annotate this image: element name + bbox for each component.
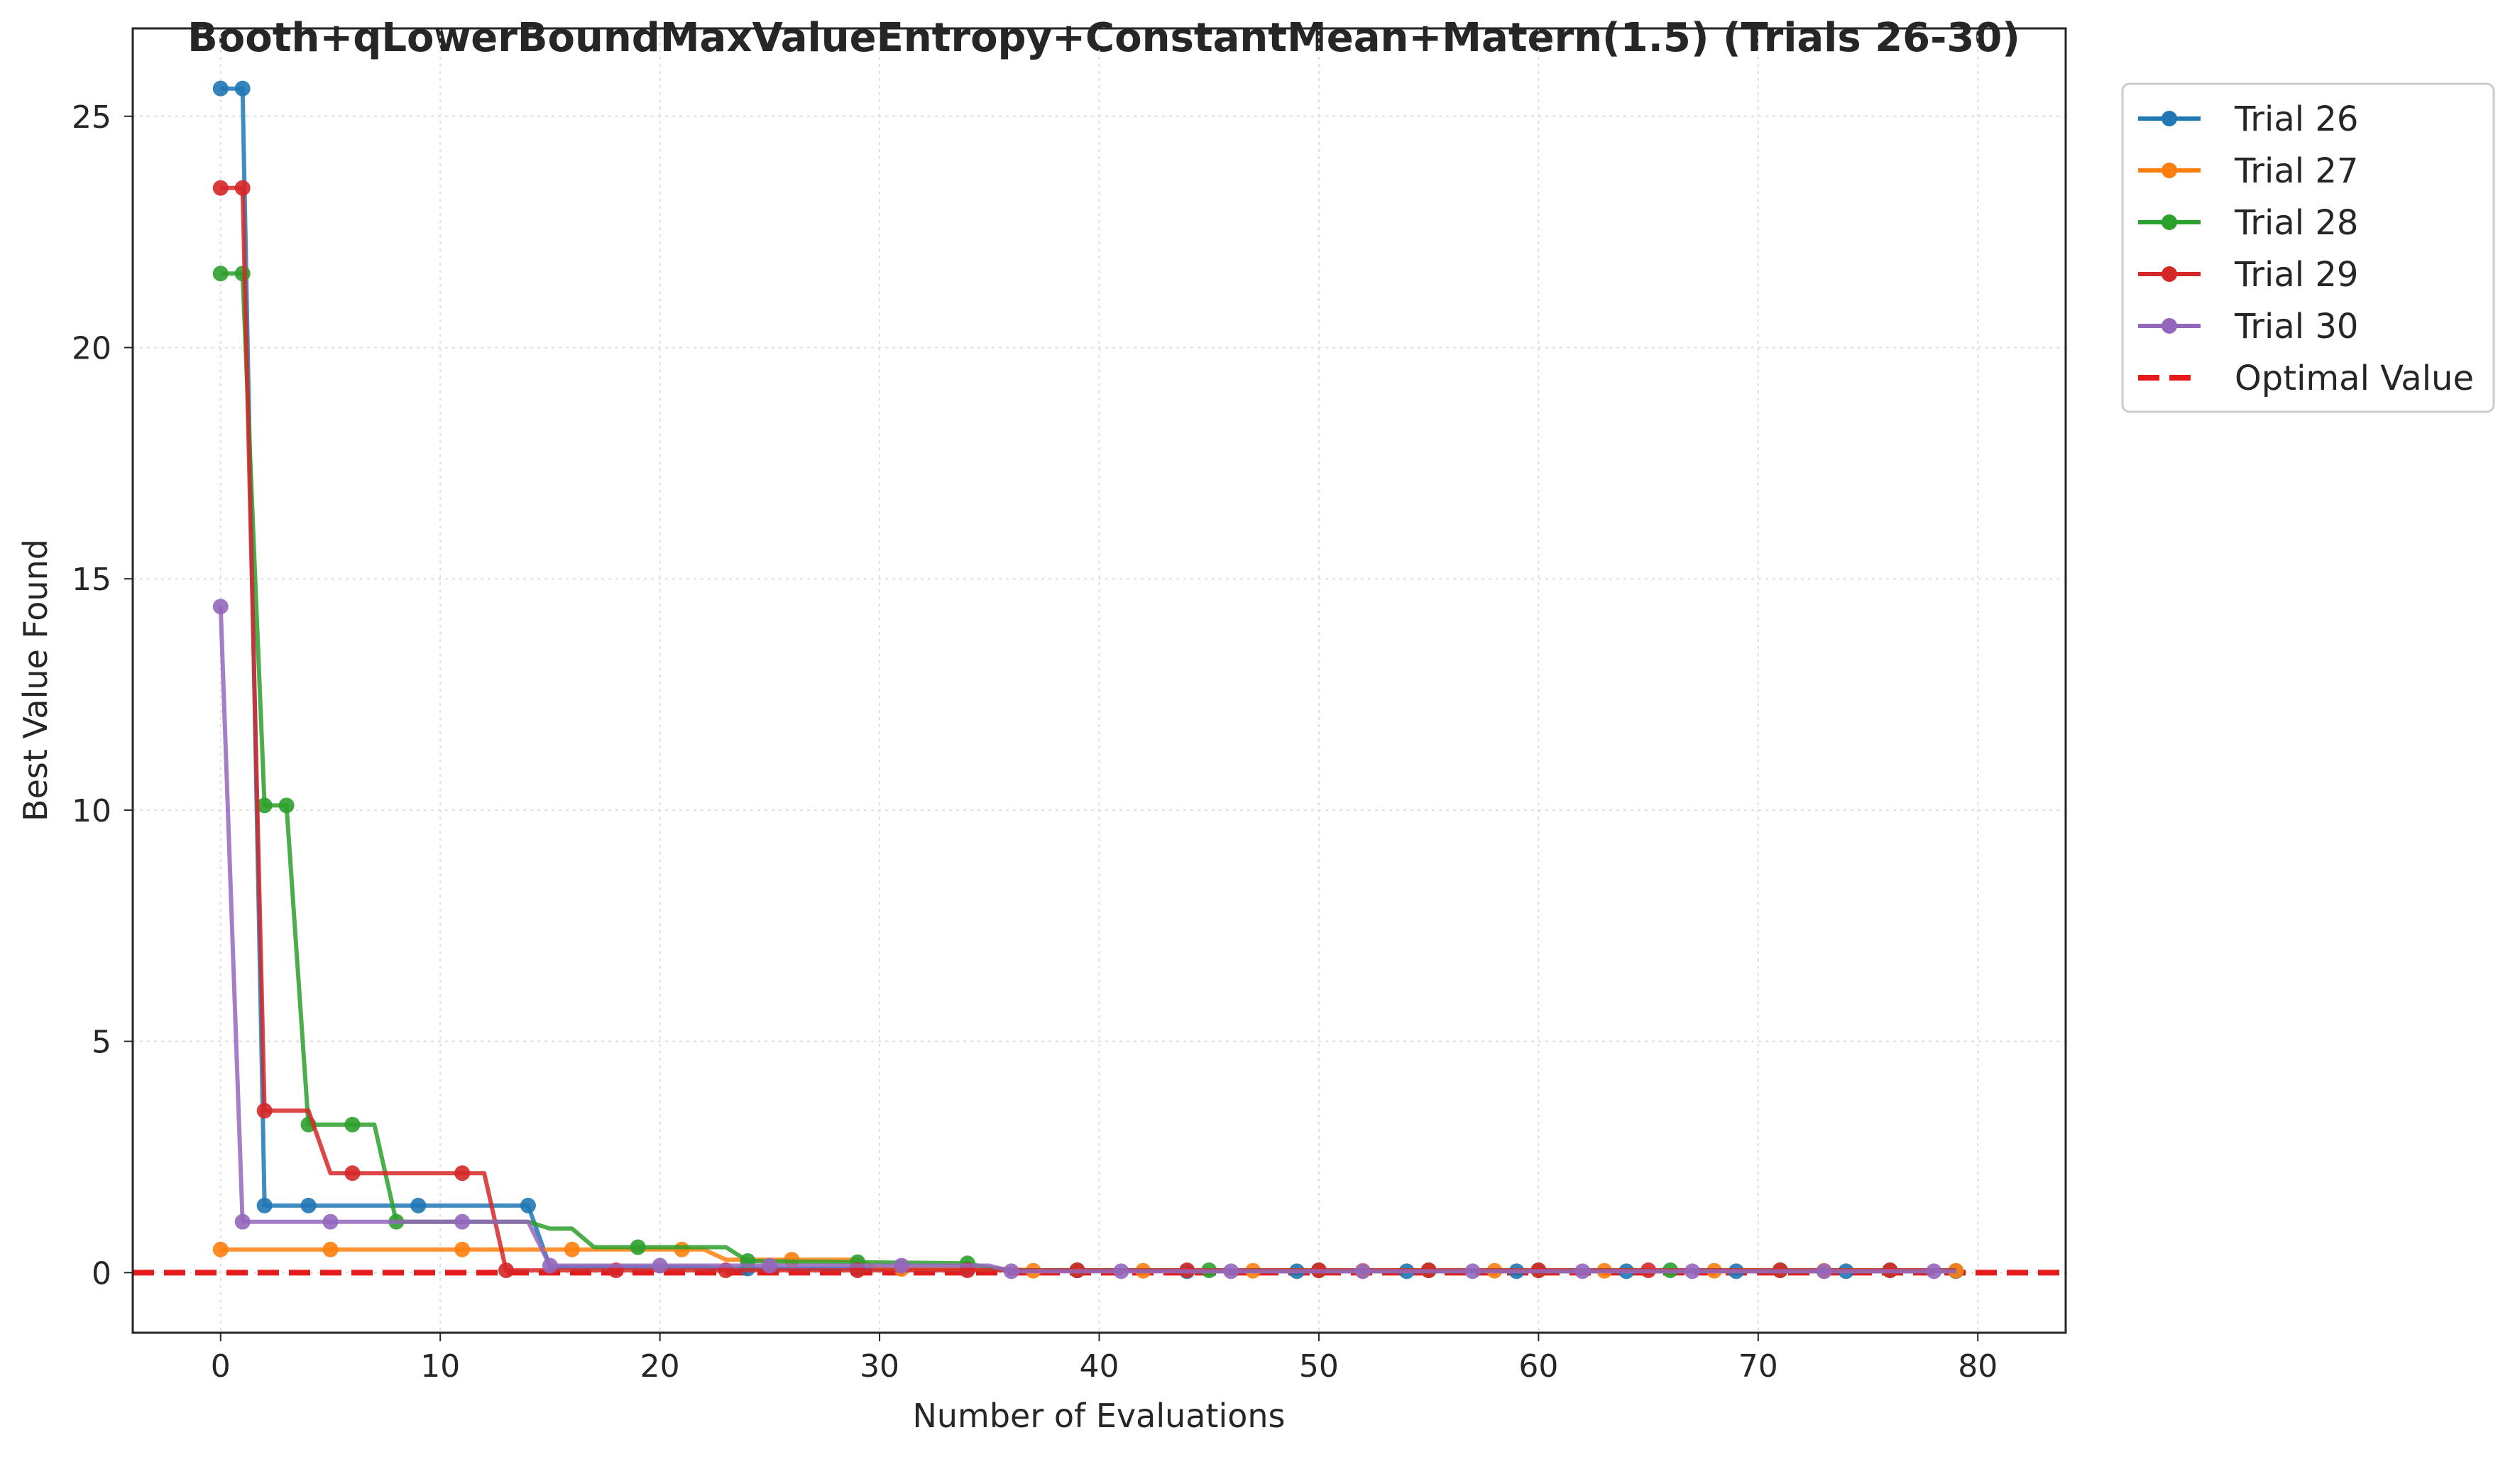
- legend-item: Trial 27: [2138, 151, 2358, 191]
- series-line: [220, 185, 1956, 1273]
- data-point: [542, 1257, 558, 1274]
- legend-item: Optimal Value: [2138, 359, 2474, 398]
- legend-label: Trial 29: [2234, 255, 2358, 295]
- series-line: [220, 271, 1956, 1273]
- series-trial-29: [212, 180, 1956, 1279]
- data-point: [212, 180, 229, 196]
- data-point: [234, 180, 251, 196]
- series-line: [220, 86, 1956, 1274]
- data-point: [1003, 1263, 1019, 1279]
- x-tick-label: 40: [1080, 1348, 1119, 1385]
- legend-item: Trial 28: [2138, 203, 2358, 243]
- data-point: [322, 1213, 339, 1230]
- data-point: [1113, 1263, 1129, 1279]
- y-tick-label: 25: [72, 99, 111, 136]
- x-tick-label: 60: [1518, 1348, 1558, 1385]
- y-tick-label: 10: [72, 793, 111, 829]
- data-point: [762, 1257, 778, 1274]
- data-point: [212, 599, 229, 615]
- data-point: [564, 1241, 580, 1257]
- x-tick-label: 30: [860, 1348, 899, 1385]
- series-trial-30: [212, 599, 1956, 1279]
- data-point: [234, 80, 251, 97]
- data-point: [212, 266, 229, 282]
- x-axis-ticks: 0 10 20 30 40 50 60 70 80: [211, 1333, 1998, 1385]
- data-point: [322, 1241, 339, 1257]
- data-point: [652, 1257, 668, 1274]
- data-point: [894, 1257, 910, 1274]
- y-axis-ticks: 0 5 10 15 20 25: [72, 99, 133, 1292]
- data-point: [256, 1103, 273, 1119]
- legend-box: [2121, 82, 2495, 413]
- legend-item: Trial 26: [2138, 99, 2358, 139]
- legend-marker: [2162, 214, 2177, 230]
- data-point: [344, 1165, 361, 1182]
- chart-title: Booth+qLowerBoundMaxValueEntropy+Constan…: [187, 15, 2020, 61]
- data-point: [278, 797, 295, 814]
- y-tick-label: 0: [92, 1255, 111, 1292]
- legend-label: Trial 30: [2234, 307, 2358, 346]
- data-point: [300, 1197, 317, 1213]
- data-point: [454, 1213, 471, 1230]
- y-tick-label: 20: [72, 330, 111, 366]
- y-axis-label: Best Value Found: [16, 539, 55, 822]
- legend-marker: [2162, 318, 2177, 334]
- data-point: [1574, 1263, 1591, 1279]
- data-point: [410, 1197, 427, 1213]
- data-point: [454, 1241, 471, 1257]
- legend-label: Trial 27: [2234, 151, 2358, 191]
- x-tick-label: 50: [1299, 1348, 1339, 1385]
- y-tick-label: 15: [72, 562, 111, 598]
- data-point: [212, 80, 229, 97]
- x-tick-label: 80: [1958, 1348, 1998, 1385]
- data-point: [256, 1197, 273, 1213]
- data-point: [498, 1262, 515, 1279]
- legend-marker: [2162, 111, 2177, 126]
- data-point: [520, 1197, 536, 1213]
- data-point: [630, 1239, 646, 1255]
- data-point: [234, 1213, 251, 1230]
- legend-marker: [2162, 163, 2177, 178]
- legend-label: Optimal Value: [2235, 359, 2474, 398]
- data-point: [1684, 1263, 1700, 1279]
- legend-item: Trial 29: [2138, 255, 2358, 295]
- legend-label: Trial 26: [2234, 99, 2358, 139]
- x-axis-label: Number of Evaluations: [912, 1397, 1285, 1435]
- legend-marker: [2162, 266, 2177, 282]
- data-point: [1464, 1263, 1481, 1279]
- data-point: [1223, 1263, 1239, 1279]
- series-trial-26: [212, 80, 1964, 1279]
- x-tick-label: 70: [1738, 1348, 1778, 1385]
- series-group: [212, 80, 1964, 1279]
- legend-label: Trial 28: [2234, 203, 2358, 243]
- data-point: [212, 1241, 229, 1257]
- y-tick-label: 5: [92, 1025, 111, 1061]
- data-point: [674, 1241, 690, 1257]
- x-tick-label: 10: [420, 1348, 460, 1385]
- x-tick-label: 0: [211, 1348, 231, 1385]
- grid: [133, 28, 2066, 1333]
- legend: Trial 26 Trial 27 Trial 28 Trial 29 Trial 30…: [2121, 82, 2495, 413]
- data-point: [344, 1116, 361, 1133]
- data-point: [256, 797, 273, 814]
- data-point: [1926, 1263, 1942, 1279]
- series-trial-28: [212, 266, 1956, 1279]
- data-point: [1816, 1263, 1832, 1279]
- x-tick-label: 20: [640, 1348, 680, 1385]
- data-point: [454, 1165, 471, 1182]
- data-point: [1354, 1263, 1371, 1279]
- legend-item: Trial 30: [2138, 307, 2358, 346]
